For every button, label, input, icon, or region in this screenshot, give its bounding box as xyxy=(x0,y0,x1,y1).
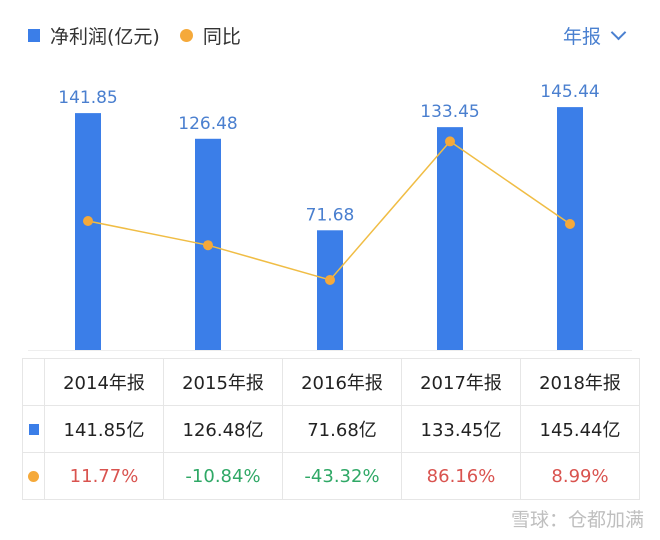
yoy-cell: -10.84% xyxy=(163,452,283,500)
table-header-row: 2014年报 2015年报 2016年报 2017年报 2018年报 xyxy=(22,358,640,406)
bar-legend-marker xyxy=(28,29,40,42)
yoy-point xyxy=(325,274,335,285)
bar xyxy=(75,113,101,350)
legend: 净利润(亿元) 同比 xyxy=(28,22,241,49)
yoy-point xyxy=(203,240,213,251)
bar xyxy=(437,127,463,351)
yoy-point xyxy=(445,136,455,147)
header-cell: 2017年报 xyxy=(401,358,521,406)
line-legend-marker xyxy=(179,29,193,42)
period-dropdown[interactable]: 年报 xyxy=(562,22,627,49)
profit-cell: 71.68亿 xyxy=(282,405,402,453)
bar-value-label: 71.68 xyxy=(306,205,355,225)
bar-value-label: 133.45 xyxy=(420,102,479,122)
yoy-cell: 86.16% xyxy=(401,452,521,500)
data-table: 2014年报 2015年报 2016年报 2017年报 2018年报 141.8… xyxy=(22,358,640,500)
bar-value-label: 141.85 xyxy=(58,88,117,108)
yoy-cell: -43.32% xyxy=(282,452,402,500)
line-series-marker xyxy=(28,470,39,482)
watermark: 雪球：仓都加满 xyxy=(510,509,644,531)
profit-cell: 126.48亿 xyxy=(163,405,283,453)
bar-legend-label: 净利润(亿元) xyxy=(50,26,160,48)
bar-value-label: 126.48 xyxy=(178,114,237,134)
header-cell: 2014年报 xyxy=(44,358,164,406)
header-cell: 2018年报 xyxy=(520,358,640,406)
bar xyxy=(317,230,343,350)
yoy-cell: 8.99% xyxy=(520,452,640,500)
table-row-yoy: 11.77% -10.84% -43.32% 86.16% 8.99% xyxy=(22,452,640,500)
profit-cell: 145.44亿 xyxy=(520,405,640,453)
period-label: 年报 xyxy=(562,26,601,48)
bar-series-marker xyxy=(28,423,39,435)
yoy-cell: 11.77% xyxy=(44,452,164,500)
yoy-point xyxy=(83,216,93,227)
chart-plot: 141.85 126.48 71.68 133.45 145.44 xyxy=(28,82,632,351)
yoy-point xyxy=(565,218,575,229)
bar-value-label: 145.44 xyxy=(540,82,599,102)
header-cell: 2016年报 xyxy=(282,358,402,406)
profit-cell: 141.85亿 xyxy=(44,405,164,453)
line-legend-label: 同比 xyxy=(202,26,241,48)
header-cell: 2015年报 xyxy=(163,358,283,406)
profit-cell: 133.45亿 xyxy=(401,405,521,453)
table-row-profit: 141.85亿 126.48亿 71.68亿 133.45亿 145.44亿 xyxy=(22,405,640,453)
